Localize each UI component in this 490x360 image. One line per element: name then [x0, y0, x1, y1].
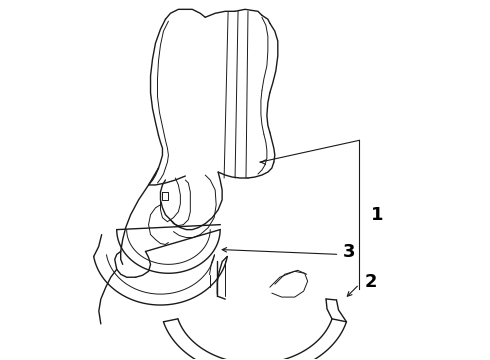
- Text: 2: 2: [365, 273, 377, 291]
- Text: 1: 1: [371, 206, 384, 224]
- Text: 3: 3: [343, 243, 356, 261]
